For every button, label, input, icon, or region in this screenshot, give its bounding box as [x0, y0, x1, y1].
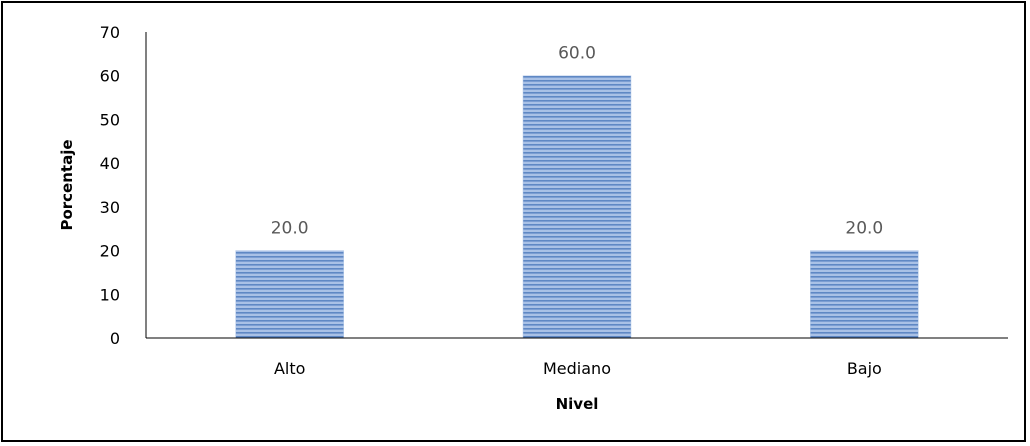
x-tick-label-mediano: Mediano: [543, 359, 611, 378]
x-tick-label-alto: Alto: [274, 359, 305, 378]
data-label-alto: 20.0: [271, 219, 309, 239]
data-labels: 20.0 60.0 20.0: [271, 44, 884, 239]
y-tick-label: 20: [100, 242, 120, 261]
bar-bajo: [810, 250, 919, 339]
x-tick-label-bajo: Bajo: [847, 359, 882, 378]
bar-alto: [235, 250, 344, 339]
y-axis-ticks: 0 10 20 30 40 50 60 70: [100, 23, 120, 348]
x-axis-ticks: Alto Mediano Bajo: [274, 359, 882, 378]
y-tick-label: 10: [100, 285, 120, 304]
y-tick-label: 50: [100, 110, 120, 129]
y-tick-label: 60: [100, 67, 120, 86]
y-tick-label: 40: [100, 154, 120, 173]
bar-series: [235, 75, 919, 339]
data-label-bajo: 20.0: [845, 219, 883, 239]
x-axis-title: Nivel: [556, 395, 599, 413]
y-tick-label: 0: [110, 329, 120, 348]
y-axis-title: Porcentaje: [58, 139, 76, 230]
data-label-mediano: 60.0: [558, 44, 596, 64]
y-tick-label: 70: [100, 23, 120, 42]
bar-mediano: [522, 75, 632, 339]
y-tick-label: 30: [100, 198, 120, 217]
